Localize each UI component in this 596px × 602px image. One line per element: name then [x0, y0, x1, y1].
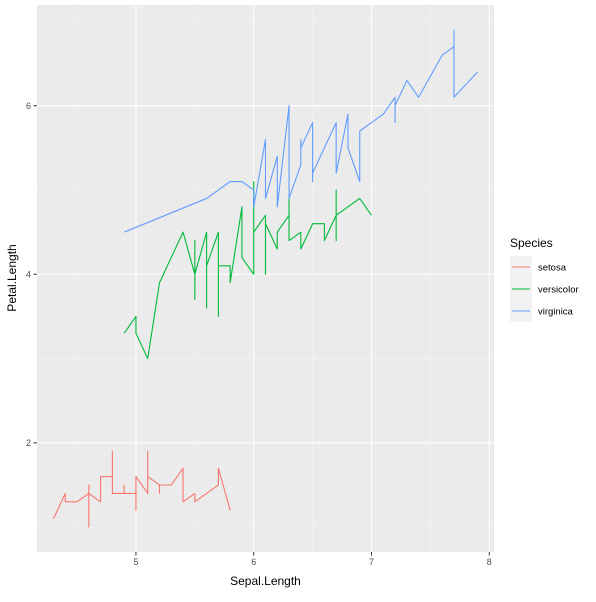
x-tick-label: 6 [251, 557, 256, 567]
minor-gridlines [37, 5, 494, 552]
legend-label-setosa: setosa [538, 263, 567, 274]
x-tick-label: 7 [369, 557, 374, 567]
legend: Species setosa versicolor virginica [510, 236, 579, 322]
x-axis-title: Sepal.Length [230, 574, 301, 588]
series-line-virginica [123, 29, 478, 233]
x-axis: 5 6 7 8 [133, 552, 492, 567]
x-tick-label: 8 [487, 557, 492, 567]
y-tick-label: 6 [26, 101, 31, 111]
legend-title: Species [510, 236, 553, 250]
legend-label-versicolor: versicolor [538, 285, 579, 296]
plot-panel [37, 5, 494, 552]
x-tick-label: 5 [133, 557, 138, 567]
series-layer [52, 29, 478, 528]
y-tick-label: 2 [26, 438, 31, 448]
series-line-setosa [52, 450, 231, 528]
legend-label-virginica: virginica [538, 307, 574, 318]
series-line-versicolor [123, 181, 372, 360]
y-axis-title: Petal.Length [5, 244, 19, 311]
y-axis: 2 4 6 [26, 101, 37, 448]
y-tick-label: 4 [26, 269, 31, 279]
